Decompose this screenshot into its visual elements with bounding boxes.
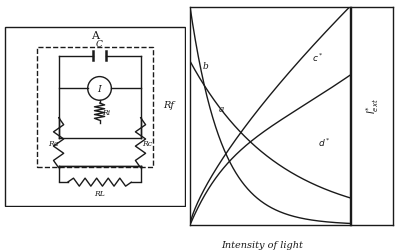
- Text: Ri: Ri: [102, 108, 110, 116]
- Text: Intensity of light: Intensity of light: [221, 240, 303, 250]
- Text: $c^*$: $c^*$: [312, 52, 323, 64]
- Text: RL: RL: [94, 189, 105, 197]
- Text: C: C: [96, 40, 103, 49]
- Text: $d^*$: $d^*$: [318, 136, 331, 149]
- Text: $I^{*}_{ext}$: $I^{*}_{ext}$: [364, 98, 380, 113]
- Text: Rf: Rf: [163, 101, 174, 110]
- Text: Ra: Ra: [48, 139, 59, 147]
- Text: a: a: [219, 105, 224, 114]
- Text: A: A: [91, 30, 99, 40]
- Bar: [37, 47, 153, 167]
- Text: Rc: Rc: [142, 139, 152, 147]
- Text: I: I: [98, 84, 102, 94]
- Text: b: b: [203, 62, 208, 70]
